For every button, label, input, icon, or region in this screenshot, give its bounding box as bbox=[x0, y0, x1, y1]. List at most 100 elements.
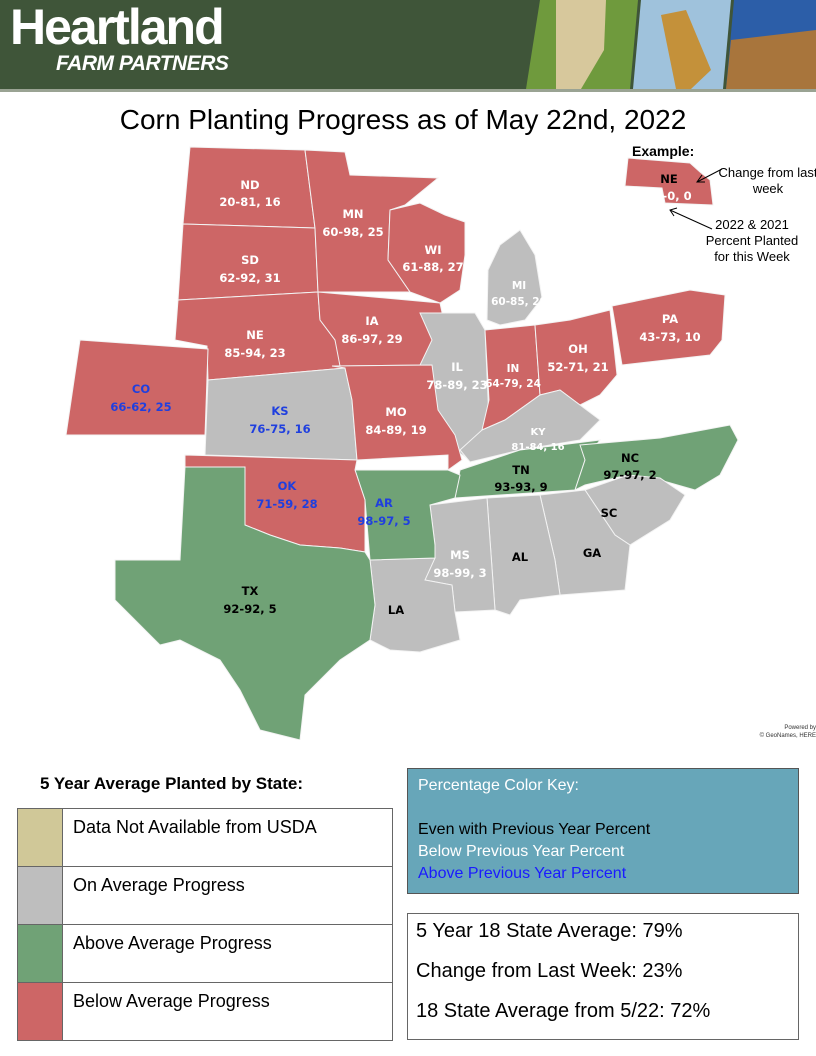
label-ar-abbr: AR bbox=[375, 496, 393, 510]
legend-swatch-below-average bbox=[18, 983, 63, 1040]
label-mn-values: 60-98, 25 bbox=[322, 225, 383, 239]
label-oh-values: 52-71, 21 bbox=[547, 360, 608, 374]
percentage-color-key: Percentage Color Key: Even with Previous… bbox=[407, 768, 799, 894]
label-ga-abbr: GA bbox=[583, 546, 601, 560]
label-ar-values: 98-97, 5 bbox=[357, 514, 410, 528]
color-key-even: Even with Previous Year Percent bbox=[418, 821, 651, 838]
arrow-change bbox=[696, 168, 723, 183]
label-ok-values: 71-59, 28 bbox=[256, 497, 317, 511]
stats-summary: 5 Year 18 State Average: 79% Change from… bbox=[407, 913, 799, 1040]
label-mi-values: 60-85, 29 bbox=[491, 296, 547, 308]
legend-label: On Average Progress bbox=[73, 875, 245, 895]
label-in-values: 64-79, 24 bbox=[485, 378, 541, 390]
state-ky bbox=[459, 389, 601, 463]
state-mi bbox=[486, 229, 543, 326]
label-sd-values: 62-92, 31 bbox=[219, 271, 280, 285]
legend-swatch-not-available bbox=[18, 809, 63, 866]
state-ar bbox=[354, 469, 461, 561]
us-state-map: ND 20-81, 16 MN 60-98, 25 WI 61-88, 27 S… bbox=[65, 146, 739, 740]
state-co bbox=[65, 339, 209, 436]
header-banner: Heartland FARM PARTNERS bbox=[0, 0, 816, 89]
legend-label: Data Not Available from USDA bbox=[73, 817, 317, 837]
label-ia-values: 86-97, 29 bbox=[341, 332, 402, 346]
label-ms-abbr: MS bbox=[450, 548, 470, 562]
legend-row: Above Average Progress bbox=[17, 925, 393, 983]
state-al bbox=[486, 494, 561, 616]
label-tx-abbr: TX bbox=[242, 584, 259, 598]
label-tx-values: 92-92, 5 bbox=[223, 602, 276, 616]
legend-row: Data Not Available from USDA bbox=[17, 809, 393, 867]
label-in-abbr: IN bbox=[507, 363, 520, 375]
state-nc bbox=[574, 424, 739, 491]
legend-label: Above Average Progress bbox=[73, 933, 272, 953]
example-note-percent: 2022 & 2021 Percent Planted for this Wee… bbox=[705, 217, 799, 264]
label-ky-values: 81-84, 16 bbox=[511, 442, 564, 453]
attribution-line2: © GeoNames, HERE bbox=[759, 733, 816, 739]
map-attribution: Powered by © GeoNames, HERE bbox=[740, 724, 816, 740]
state-il bbox=[419, 312, 490, 461]
label-mo-values: 84-89, 19 bbox=[365, 423, 426, 437]
label-la-abbr: LA bbox=[388, 603, 404, 617]
attribution-line1: Powered by bbox=[784, 725, 816, 731]
color-key-above: Above Previous Year Percent bbox=[418, 865, 627, 882]
example-note-change: Change from last week bbox=[718, 165, 816, 196]
label-pa-abbr: PA bbox=[662, 312, 678, 326]
header-photos bbox=[526, 0, 816, 89]
brand-logo-main: Heartland bbox=[10, 0, 225, 55]
label-co-abbr: CO bbox=[132, 382, 150, 396]
state-pa bbox=[611, 289, 726, 366]
label-sd-abbr: SD bbox=[241, 253, 259, 267]
label-ks-values: 76-75, 16 bbox=[249, 422, 310, 436]
label-ok-abbr: OK bbox=[278, 479, 298, 493]
label-wi-abbr: WI bbox=[425, 243, 442, 257]
label-sc-abbr: SC bbox=[601, 506, 618, 520]
label-ne-abbr: NE bbox=[246, 328, 264, 342]
label-co-values: 66-62, 25 bbox=[110, 400, 171, 414]
label-mo-abbr: MO bbox=[385, 405, 406, 419]
color-key-below: Below Previous Year Percent bbox=[418, 843, 625, 860]
label-tn-values: 93-93, 9 bbox=[494, 480, 547, 494]
stat-change-last-week: Change from Last Week: 23% bbox=[416, 960, 683, 982]
label-al-abbr: AL bbox=[512, 550, 529, 564]
example-arrows bbox=[669, 168, 723, 230]
label-wi-values: 61-88, 27 bbox=[402, 260, 463, 274]
color-key-title: Percentage Color Key: bbox=[418, 777, 579, 794]
label-oh-abbr: OH bbox=[568, 342, 587, 356]
state-tx bbox=[114, 466, 376, 740]
legend-row: On Average Progress bbox=[17, 867, 393, 925]
example-label-values: 10-0, 0 bbox=[646, 189, 691, 203]
legend-table: Data Not Available from USDA On Average … bbox=[17, 808, 393, 1041]
label-nd-abbr: ND bbox=[240, 178, 259, 192]
brand-logo-sub: FARM PARTNERS bbox=[56, 52, 229, 75]
example-label-abbr: NE bbox=[660, 172, 678, 186]
label-il-values: 78-89, 23 bbox=[426, 378, 487, 392]
label-ne-values: 85-94, 23 bbox=[224, 346, 285, 360]
stat-five-year-average: 5 Year 18 State Average: 79% bbox=[416, 920, 683, 942]
example-state-ne bbox=[624, 157, 714, 206]
page-title: Corn Planting Progress as of May 22nd, 2… bbox=[119, 104, 687, 135]
label-nd-values: 20-81, 16 bbox=[219, 195, 280, 209]
state-oh bbox=[534, 309, 618, 406]
legend-title: 5 Year Average Planted by State: bbox=[40, 774, 303, 793]
stat-state-average-date: 18 State Average from 5/22: 72% bbox=[416, 1000, 711, 1022]
banner-divider bbox=[0, 89, 816, 92]
example-title: Example: bbox=[632, 143, 695, 159]
state-labels: ND 20-81, 16 MN 60-98, 25 WI 61-88, 27 S… bbox=[110, 172, 700, 617]
state-wi bbox=[387, 202, 466, 304]
legend-label: Below Average Progress bbox=[73, 991, 270, 1011]
label-mn-abbr: MN bbox=[342, 207, 363, 221]
label-ks-abbr: KS bbox=[271, 404, 288, 418]
label-pa-values: 43-73, 10 bbox=[639, 330, 700, 344]
legend-row: Below Average Progress bbox=[17, 983, 393, 1041]
arrow-percent bbox=[669, 209, 713, 230]
label-mi-abbr: MI bbox=[512, 280, 526, 292]
label-ky-abbr: KY bbox=[531, 427, 547, 438]
label-nc-abbr: NC bbox=[621, 451, 639, 465]
label-ia-abbr: IA bbox=[365, 314, 378, 328]
label-il-abbr: IL bbox=[451, 360, 463, 374]
label-nc-values: 97-97, 2 bbox=[603, 468, 656, 482]
label-tn-abbr: TN bbox=[512, 463, 529, 477]
legend-swatch-on-average bbox=[18, 867, 63, 924]
label-ms-values: 98-99, 3 bbox=[433, 566, 486, 580]
legend-swatch-above-average bbox=[18, 925, 63, 982]
